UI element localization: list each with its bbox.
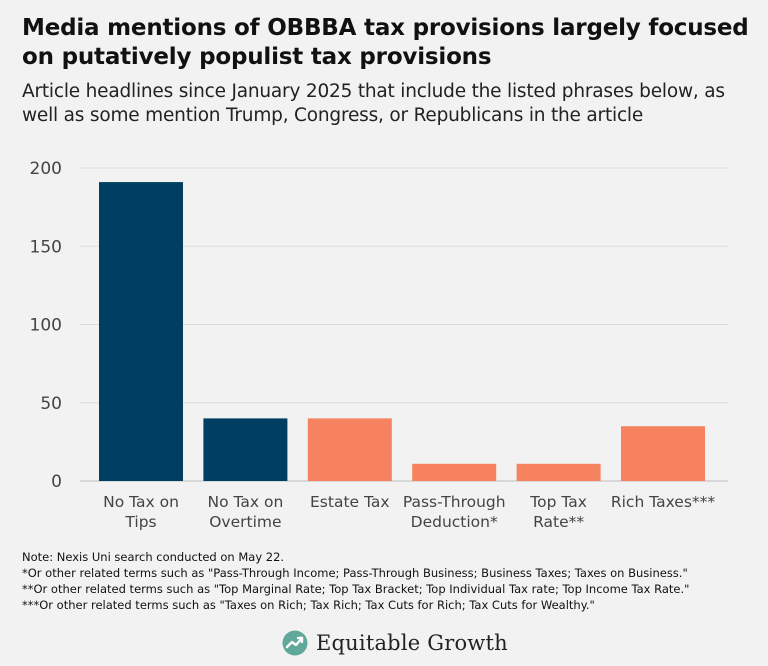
note-line: Note: Nexis Uni search conducted on May … xyxy=(22,550,285,564)
bar-chart: 0 50 100 150 200 No Tax on Tips No Tax on Overti… xyxy=(30,159,728,531)
note-line: *Or other related terms such as "Pass-Th… xyxy=(22,566,688,580)
footnotes: Note: Nexis Uni search conducted on May … xyxy=(22,549,762,613)
bar xyxy=(203,418,288,481)
x-tick-label: Rate** xyxy=(533,513,584,531)
bar xyxy=(621,426,705,481)
bar xyxy=(307,418,392,481)
equitable-growth-logo: Equitable Growth xyxy=(282,628,508,658)
x-tick-label: Top Tax xyxy=(529,493,587,511)
y-tick-label: 200 xyxy=(30,159,62,179)
bar xyxy=(516,463,601,481)
note-line: ***Or other related terms such as "Taxes… xyxy=(22,598,595,612)
x-tick-label: No Tax on xyxy=(207,493,283,511)
y-tick-label: 150 xyxy=(30,237,62,257)
x-tick-label: Rich Taxes*** xyxy=(611,493,716,511)
note-line: **Or other related terms such as "Top Ma… xyxy=(22,582,690,596)
y-tick-label: 0 xyxy=(51,472,62,492)
chart-title: Media mentions of OBBBA tax provisions l… xyxy=(22,15,749,70)
x-tick-label: Pass-Through xyxy=(403,493,506,511)
x-tick-label: No Tax on xyxy=(103,493,179,511)
x-tick-label: Tips xyxy=(124,513,156,531)
x-tick-label: Deduction* xyxy=(411,513,498,531)
logo-text: Equitable Growth xyxy=(316,631,508,655)
y-tick-label: 100 xyxy=(30,316,62,336)
equitable-growth-logo-icon xyxy=(282,630,308,656)
chart-subtitle: Article headlines since January 2025 tha… xyxy=(22,81,725,126)
x-tick-label: Estate Tax xyxy=(310,493,390,511)
bar xyxy=(99,182,183,481)
y-tick-label: 50 xyxy=(40,394,62,414)
x-tick-label: Overtime xyxy=(209,513,281,531)
bar xyxy=(412,463,497,481)
